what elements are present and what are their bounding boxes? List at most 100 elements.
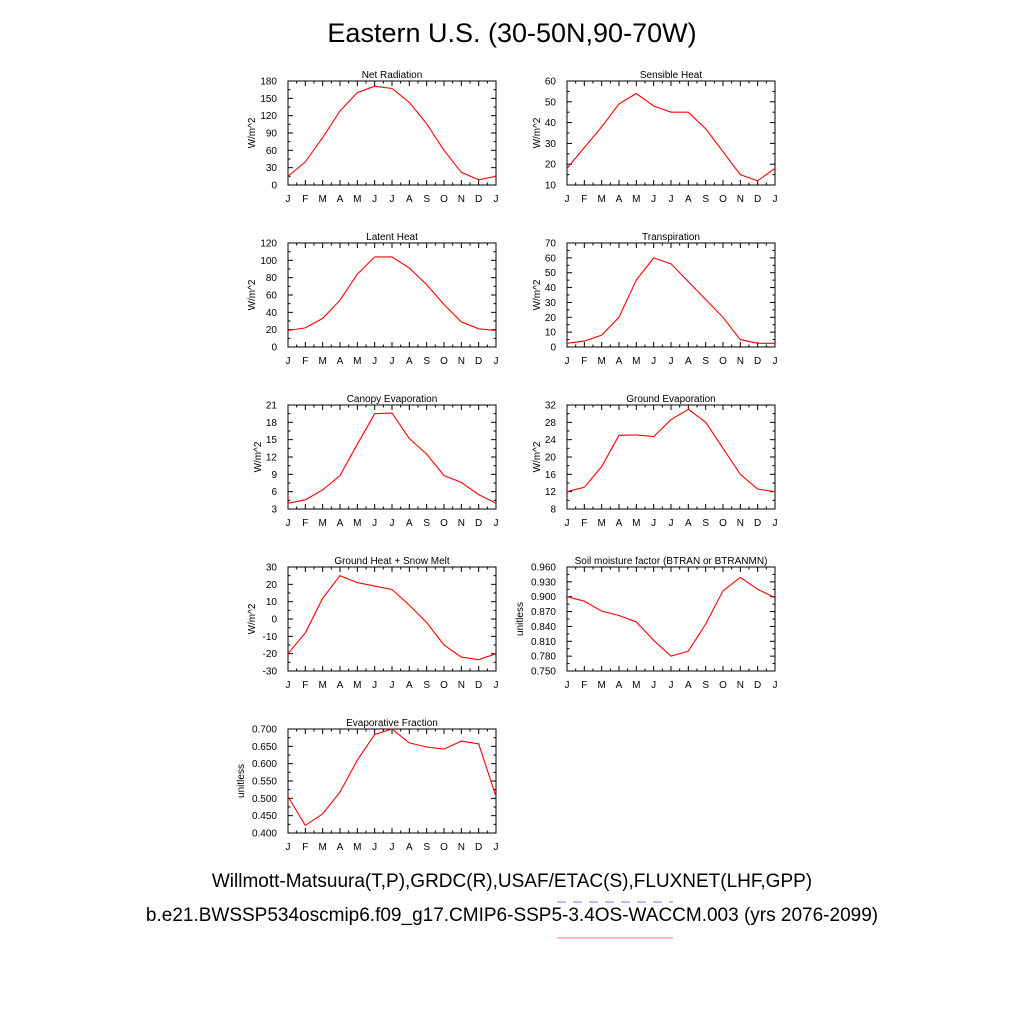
- x-tick-label: S: [423, 194, 430, 205]
- y-tick-label: 0.550: [252, 777, 277, 788]
- y-tick-label: 15: [266, 435, 278, 446]
- panel-title: Transpiration: [642, 232, 700, 243]
- x-tick-label: M: [353, 842, 361, 853]
- y-tick-label: 10: [266, 597, 278, 608]
- x-tick-label: F: [302, 842, 308, 853]
- y-axis-label: unitless: [515, 602, 526, 636]
- y-tick-label: 20: [545, 453, 557, 464]
- y-tick-label: 12: [266, 453, 278, 464]
- y-tick-label: 20: [266, 325, 278, 336]
- series-line: [287, 256, 497, 332]
- y-axis-label: W/m^2: [532, 279, 543, 310]
- x-tick-label: N: [458, 356, 465, 367]
- y-tick-label: 0.810: [531, 637, 556, 648]
- x-tick-label: J: [669, 194, 674, 205]
- series-line: [566, 257, 775, 344]
- y-tick-label: 0.450: [252, 811, 277, 822]
- x-tick-label: A: [337, 518, 344, 529]
- y-tick-label: 0.650: [252, 742, 277, 753]
- y-tick-label: 0.750: [531, 667, 556, 678]
- x-tick-label: O: [719, 194, 727, 205]
- x-tick-label: J: [390, 194, 395, 205]
- chart-panel-4: J F M A M J J A S O N D J010203040506070Transpiratio…: [532, 232, 778, 367]
- x-tick-label: J: [390, 680, 395, 691]
- x-tick-label: M: [632, 356, 640, 367]
- y-tick-label: 0: [271, 343, 277, 354]
- x-tick-label: J: [565, 194, 570, 205]
- x-tick-label: J: [372, 680, 377, 691]
- x-tick-label: J: [773, 356, 778, 367]
- y-tick-label: 0.600: [252, 759, 277, 770]
- x-tick-label: A: [616, 680, 623, 691]
- y-axis-label: W/m^2: [532, 117, 543, 148]
- series-line: [566, 92, 776, 182]
- x-tick-label: F: [581, 518, 587, 529]
- x-tick-label: O: [440, 842, 448, 853]
- y-tick-label: 18: [266, 418, 278, 429]
- x-tick-label: J: [669, 680, 674, 691]
- x-tick-label: J: [565, 356, 570, 367]
- x-tick-label: O: [719, 680, 727, 691]
- x-tick-label: J: [494, 680, 499, 691]
- y-tick-label: 30: [545, 298, 557, 309]
- plot-frame: [287, 404, 497, 510]
- x-tick-label: M: [632, 194, 640, 205]
- x-tick-label: O: [440, 194, 448, 205]
- y-tick-label: 60: [545, 253, 557, 264]
- y-tick-label: 30: [266, 563, 278, 574]
- x-tick-label: D: [754, 194, 761, 205]
- x-tick-label: F: [581, 194, 587, 205]
- panel-title: Canopy Evaporation: [347, 394, 438, 405]
- y-tick-label: -20: [263, 649, 278, 660]
- y-tick-label: 0: [271, 615, 277, 626]
- y-tick-label: 80: [266, 273, 278, 284]
- y-tick-label: 50: [545, 97, 557, 108]
- y-axis-label: W/m^2: [532, 441, 543, 472]
- y-tick-label: 8: [550, 505, 556, 516]
- y-tick-label: 0: [550, 343, 556, 354]
- series-line: [287, 85, 497, 181]
- x-tick-label: S: [702, 680, 709, 691]
- y-tick-label: 60: [266, 291, 278, 302]
- x-tick-label: S: [423, 842, 430, 853]
- panel-title: Sensible Heat: [640, 70, 702, 81]
- x-tick-label: J: [651, 356, 656, 367]
- y-tick-label: 21: [266, 401, 278, 412]
- x-tick-label: N: [737, 680, 744, 691]
- x-tick-label: J: [372, 842, 377, 853]
- y-tick-label: 70: [545, 239, 557, 250]
- y-tick-label: 12: [545, 487, 557, 498]
- y-tick-label: 40: [266, 308, 278, 319]
- x-tick-label: M: [353, 194, 361, 205]
- y-tick-label: 0.900: [531, 592, 556, 603]
- x-tick-label: S: [702, 518, 709, 529]
- x-tick-label: J: [286, 680, 291, 691]
- series-line: [287, 575, 497, 661]
- x-tick-label: J: [651, 680, 656, 691]
- x-tick-label: F: [581, 680, 587, 691]
- x-tick-label: A: [406, 356, 413, 367]
- y-tick-label: 32: [545, 401, 557, 412]
- x-tick-label: J: [372, 194, 377, 205]
- x-tick-label: J: [494, 194, 499, 205]
- x-tick-label: J: [390, 356, 395, 367]
- y-tick-label: -10: [263, 632, 278, 643]
- panel-title: Evaporative Fraction: [346, 718, 438, 729]
- x-tick-label: A: [685, 518, 692, 529]
- plot-frame: [287, 242, 497, 348]
- x-tick-label: A: [616, 194, 623, 205]
- x-tick-label: N: [737, 194, 744, 205]
- panel-title: Ground Heat + Snow Melt: [334, 556, 450, 567]
- x-tick-label: D: [475, 518, 482, 529]
- x-tick-label: A: [406, 680, 413, 691]
- y-tick-label: 3: [271, 505, 277, 516]
- y-tick-label: 24: [545, 435, 557, 446]
- plot-frame: [287, 728, 497, 834]
- x-tick-label: J: [773, 680, 778, 691]
- x-tick-label: J: [286, 518, 291, 529]
- x-tick-label: J: [651, 518, 656, 529]
